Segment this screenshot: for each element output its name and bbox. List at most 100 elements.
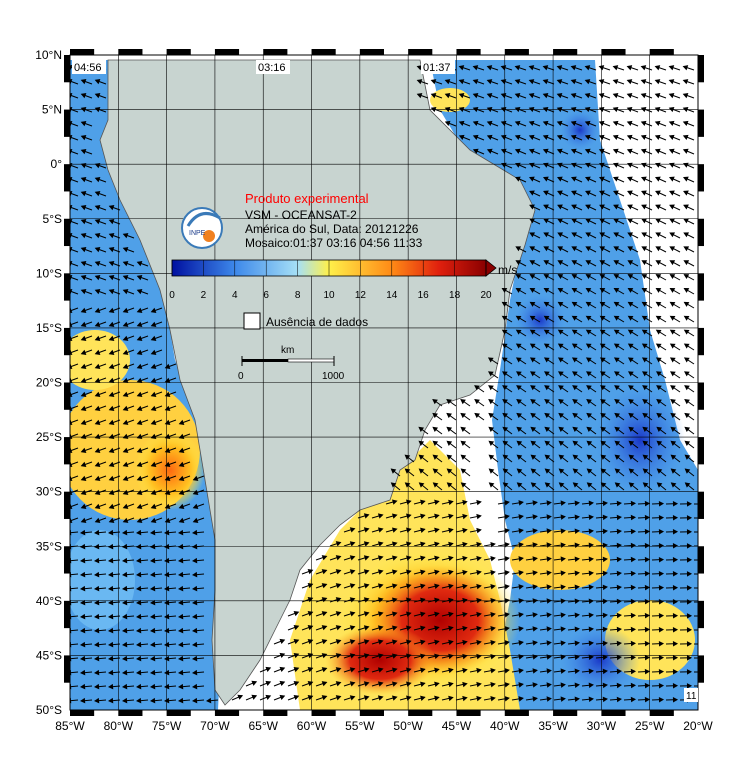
wind-arrow-head bbox=[516, 412, 522, 419]
wind-arrow-head bbox=[684, 399, 690, 405]
wind-arrow bbox=[70, 108, 79, 113]
wind-arrow-head bbox=[600, 412, 606, 419]
wind-arrow-head bbox=[150, 641, 156, 648]
wind-arrow-head bbox=[94, 363, 101, 369]
wind-arrow-head bbox=[434, 611, 440, 618]
wind-arrow-head bbox=[641, 232, 648, 238]
wind-arrow-head bbox=[122, 275, 129, 281]
wind-arrow-head bbox=[420, 569, 426, 575]
wind-arrow-head bbox=[658, 682, 665, 689]
wind-arrow-head bbox=[644, 500, 651, 507]
wind-arrow-head bbox=[490, 569, 496, 576]
wind-arrow-head bbox=[501, 301, 508, 307]
wind-arrow-head bbox=[164, 377, 171, 383]
wind-arrow bbox=[70, 150, 79, 155]
wind-arrow-head bbox=[543, 301, 550, 307]
wind-arrow-head bbox=[588, 598, 594, 605]
wind-arrow-head bbox=[656, 482, 663, 488]
lon-tick-label: 60°W bbox=[297, 719, 327, 733]
pacific-hot-patch bbox=[135, 430, 205, 510]
wind-arrow-head bbox=[406, 611, 412, 617]
wind-arrow-head bbox=[668, 106, 675, 113]
wind-arrow-head bbox=[94, 641, 100, 648]
lat-tick-label: 20°S bbox=[36, 376, 62, 390]
wind-arrow-head bbox=[504, 668, 510, 674]
wind-arrow-head bbox=[556, 120, 563, 127]
wind-arrow-head bbox=[701, 684, 705, 688]
wind-arrow-head bbox=[682, 106, 689, 113]
wind-arrow-head bbox=[529, 315, 536, 321]
wind-arrow-head bbox=[613, 343, 620, 349]
wind-arrow-head bbox=[462, 569, 468, 576]
wind-arrow bbox=[70, 276, 79, 281]
wind-arrow-head bbox=[462, 597, 468, 604]
wind-arrow-head bbox=[614, 426, 621, 433]
wind-arrow-head bbox=[474, 385, 480, 391]
wind-arrow-head bbox=[279, 680, 286, 687]
wind-arrow bbox=[70, 122, 79, 127]
wind-arrow-head bbox=[488, 385, 494, 391]
wind-arrow-head bbox=[80, 321, 87, 327]
wind-arrow-head bbox=[80, 219, 87, 225]
wind-arrow-head bbox=[640, 93, 647, 99]
wind-arrow-head bbox=[377, 695, 384, 701]
wind-arrow-head bbox=[502, 371, 508, 377]
wind-arrow-head bbox=[602, 668, 608, 675]
wind-arrow-head bbox=[307, 611, 314, 617]
wind-arrow-head bbox=[518, 542, 524, 548]
wind-arrow-head bbox=[514, 148, 521, 154]
wind-arrow-head bbox=[599, 329, 606, 335]
wind-arrow-head bbox=[80, 475, 87, 481]
wind-arrow-head bbox=[658, 514, 665, 521]
wind-arrow-head bbox=[136, 261, 143, 267]
wind-arrow-head bbox=[279, 694, 286, 701]
wind-arrow-head bbox=[571, 218, 577, 224]
wind-arrow-head bbox=[613, 260, 620, 266]
wind-arrow-head bbox=[600, 371, 606, 377]
wind-arrow-head bbox=[630, 598, 637, 605]
wind-arrow bbox=[70, 94, 79, 99]
wind-arrow-head bbox=[136, 349, 143, 355]
wind-arrow bbox=[70, 503, 79, 508]
wind-arrow-head bbox=[307, 667, 314, 673]
wind-arrow-head bbox=[672, 613, 679, 619]
wind-arrow-head bbox=[628, 385, 634, 391]
wind-arrow-head bbox=[486, 106, 493, 113]
wind-arrow-head bbox=[656, 468, 663, 474]
wind-arrow-head bbox=[122, 599, 128, 606]
wind-arrow-head bbox=[658, 640, 665, 647]
wind-arrow-head bbox=[434, 625, 440, 632]
wind-arrow-head bbox=[418, 468, 425, 474]
wind-arrow-head bbox=[642, 399, 648, 405]
wind-arrow-head bbox=[321, 569, 328, 575]
wind-arrow-head bbox=[683, 176, 689, 182]
wind-arrow-head bbox=[363, 625, 370, 631]
wind-arrow-head bbox=[349, 695, 356, 701]
wind-arrow-head bbox=[108, 571, 114, 578]
wind-arrow-head bbox=[500, 65, 507, 71]
wind-arrow-head bbox=[574, 542, 580, 548]
wind-arrow-head bbox=[641, 329, 648, 335]
wind-arrow-head bbox=[602, 682, 608, 689]
wind-arrow-head bbox=[529, 288, 536, 293]
lon-tick-label: 20°W bbox=[683, 719, 713, 733]
wind-arrow-head bbox=[546, 668, 552, 674]
wind-arrow-head bbox=[418, 482, 425, 488]
wind-arrow-head bbox=[122, 261, 129, 267]
wind-arrow-head bbox=[80, 363, 87, 369]
wind-arrow-head bbox=[658, 556, 665, 563]
frame-tick bbox=[456, 710, 481, 716]
wind-arrow-head bbox=[627, 301, 634, 307]
wind-arrow-head bbox=[108, 363, 115, 369]
wind-arrow-head bbox=[136, 377, 143, 383]
wind-arrow-head bbox=[641, 315, 648, 321]
wind-arrow-head bbox=[377, 541, 384, 547]
wind-arrow-head bbox=[640, 65, 647, 71]
wind-arrow-head bbox=[516, 426, 523, 433]
wind-arrow-head bbox=[532, 556, 538, 562]
wind-arrow-head bbox=[462, 527, 468, 534]
wind-arrow-head bbox=[472, 79, 479, 85]
wind-arrow-head bbox=[504, 570, 510, 576]
wind-arrow-head bbox=[571, 315, 578, 321]
wind-arrow-head bbox=[420, 499, 426, 505]
